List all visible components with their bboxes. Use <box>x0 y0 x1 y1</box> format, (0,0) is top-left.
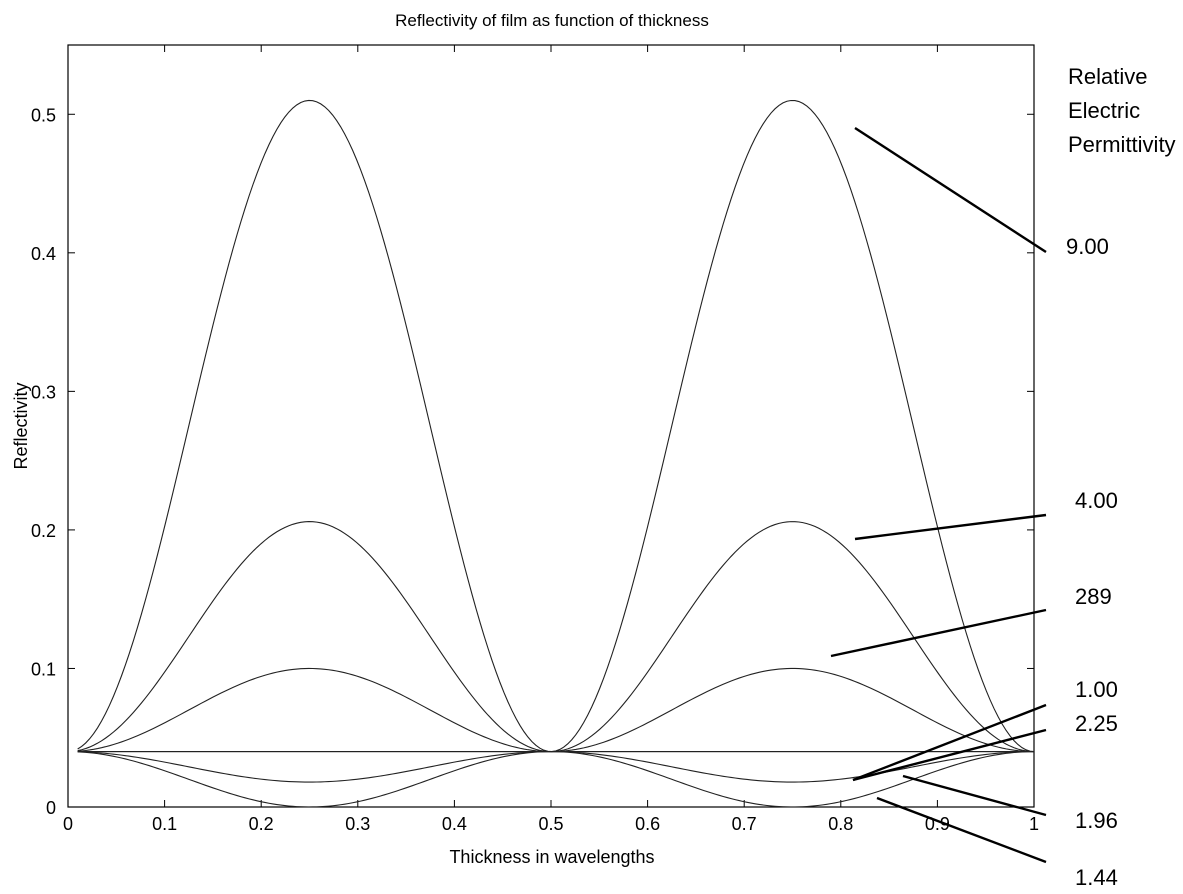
x-tick-label: 0 <box>63 814 73 834</box>
leader-line-2.25 <box>852 728 1047 782</box>
plot-frame <box>67 44 1035 808</box>
series-line-289 <box>77 667 1035 753</box>
leader-line-1.00 <box>852 703 1047 782</box>
y-tick-label: 0.1 <box>31 659 56 679</box>
leader-line-289 <box>830 608 1047 658</box>
series-label-4.00: 4.00 <box>1075 488 1118 513</box>
series-line-1.44 <box>77 751 1035 808</box>
x-tick-label: 1 <box>1029 814 1039 834</box>
y-tick-label: 0.5 <box>31 105 56 125</box>
x-tick-label: 0.7 <box>732 814 757 834</box>
legend-title-line-3: Permittivity <box>1068 132 1176 157</box>
series-group <box>77 99 1035 808</box>
x-axis: 0 0.1 0.2 0.3 0.4 0.5 0.6 0.7 0.8 0.9 1 <box>63 45 1039 834</box>
x-tick-label: 0.6 <box>635 814 660 834</box>
annotations: 9.00 4.00 289 1.00 2.25 1.96 1.44 <box>830 126 1118 890</box>
leader-line-9.00 <box>854 126 1047 254</box>
x-tick-label: 0.1 <box>152 814 177 834</box>
x-tick-label: 0.2 <box>249 814 274 834</box>
leader-line-4.00 <box>854 513 1047 541</box>
x-tick-label: 0.5 <box>538 814 563 834</box>
y-axis-label: Reflectivity <box>11 382 31 469</box>
y-tick-label: 0 <box>46 798 56 818</box>
y-tick-label: 0.3 <box>31 382 56 402</box>
series-label-1.96: 1.96 <box>1075 808 1118 833</box>
series-label-2.25: 2.25 <box>1075 711 1118 736</box>
y-axis: 0 0.1 0.2 0.3 0.4 0.5 <box>31 105 1034 818</box>
x-axis-label: Thickness in wavelengths <box>449 847 654 867</box>
y-tick-label: 0.4 <box>31 244 56 264</box>
leader-line-1.96 <box>902 774 1047 817</box>
legend-title-line-1: Relative <box>1068 64 1147 89</box>
leader-line-1.44 <box>876 796 1047 864</box>
y-tick-label: 0.2 <box>31 521 56 541</box>
legend-title-line-2: Electric <box>1068 98 1140 123</box>
series-label-9.00: 9.00 <box>1066 234 1109 259</box>
series-line-9.00 <box>77 99 1035 753</box>
series-line-4.00 <box>77 521 1035 753</box>
series-label-1.44: 1.44 <box>1075 865 1118 890</box>
series-line-1.96 <box>77 751 1035 783</box>
chart-title: Reflectivity of film as function of thic… <box>395 11 709 30</box>
x-tick-label: 0.3 <box>345 814 370 834</box>
x-tick-label: 0.8 <box>828 814 853 834</box>
x-tick-label: 0.4 <box>442 814 467 834</box>
series-label-289: 289 <box>1075 584 1112 609</box>
series-label-1.00: 1.00 <box>1075 677 1118 702</box>
